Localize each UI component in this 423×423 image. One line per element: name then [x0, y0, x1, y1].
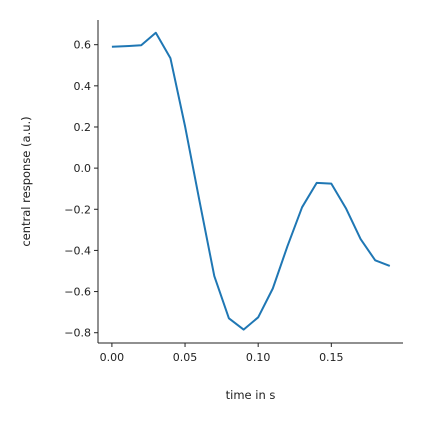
y-axis-label: central response (a.u.)	[19, 116, 33, 246]
x-axis-label: time in s	[226, 388, 276, 402]
y-tick-label: −0.8	[64, 327, 91, 340]
y-tick-label: 0.4	[74, 80, 92, 93]
x-tick-label: 0.10	[246, 351, 271, 364]
y-tick-label: 0.0	[74, 162, 92, 175]
y-tick-label: 0.6	[74, 39, 92, 52]
ticks-layer: 0.00 0.05 0.10 0.15 0.6 0.4 0.2 0.0 −0.2 −0.4 −0.6…	[64, 39, 343, 364]
series-line	[111, 31, 391, 331]
x-tick-label: 0.00	[100, 351, 125, 364]
x-tick-label: 0.15	[319, 351, 344, 364]
y-tick-label: −0.4	[64, 244, 91, 257]
y-tick-label: −0.2	[64, 203, 91, 216]
y-tick-label: 0.2	[74, 121, 92, 134]
y-tick-label: −0.6	[64, 286, 91, 299]
x-tick-label: 0.05	[173, 351, 198, 364]
